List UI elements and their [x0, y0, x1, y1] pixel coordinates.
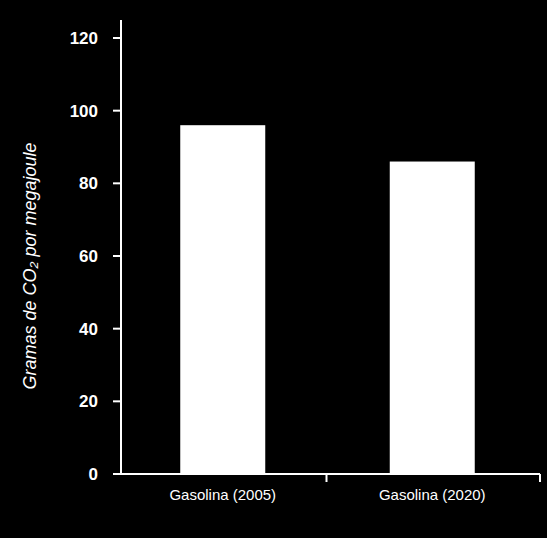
y-axis-title: Gramas de CO₂ por megajoule: [20, 143, 40, 390]
bar: [180, 125, 265, 474]
x-tick-label: Gasolina (2020): [379, 486, 486, 503]
x-axis: [121, 473, 540, 475]
y-tick-label: 40: [79, 320, 98, 339]
y-tick-label: 60: [79, 247, 98, 266]
y-tick: [113, 400, 121, 402]
y-tick-label: 0: [89, 465, 98, 484]
y-tick-label: 20: [79, 392, 98, 411]
y-tick-label: 80: [79, 174, 98, 193]
y-tick: [113, 110, 121, 112]
y-tick: [113, 328, 121, 330]
x-tick: [539, 474, 541, 482]
chart-container: 0 20 40 60 80 100 120 Gasolina (2005) Gasolina (…: [0, 0, 547, 538]
x-tick: [326, 474, 328, 482]
x-tick-label: Gasolina (2005): [169, 486, 276, 503]
y-tick-label: 120: [70, 29, 98, 48]
y-tick: [113, 182, 121, 184]
chart: 0 20 40 60 80 100 120 Gasolina (2005) Gasolina (…: [0, 0, 547, 538]
background: [0, 0, 547, 538]
y-tick-label: 100: [70, 102, 98, 121]
y-tick: [113, 255, 121, 257]
bars: [180, 125, 475, 474]
bar: [390, 162, 475, 474]
y-tick: [113, 37, 121, 39]
y-tick: [113, 473, 121, 475]
y-axis: [120, 20, 122, 474]
